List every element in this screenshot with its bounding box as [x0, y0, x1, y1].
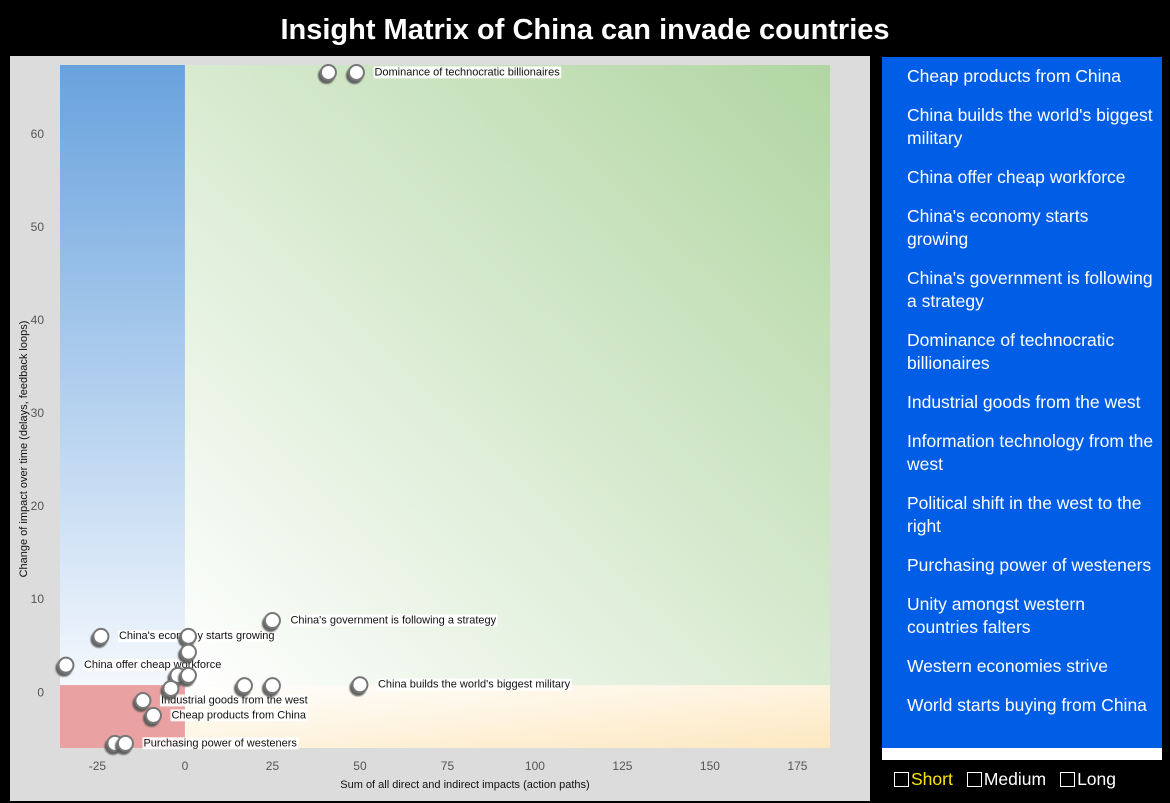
point: [116, 734, 134, 752]
checkbox[interactable]: [894, 772, 909, 787]
chart: Sum of all direct and indirect impacts (…: [10, 56, 870, 801]
x-tick-label: 75: [441, 759, 455, 773]
y-tick-label: 50: [31, 220, 45, 234]
sidebar-item[interactable]: China's government is following a strate…: [907, 268, 1153, 311]
point: [351, 676, 369, 694]
filter-label: Long: [1077, 769, 1117, 789]
x-tick-label: 50: [353, 759, 367, 773]
point-label: Cheap products from China: [171, 709, 306, 721]
point: [57, 656, 75, 674]
y-tick-label: 20: [31, 499, 45, 513]
point: [347, 63, 365, 81]
sidebar-item[interactable]: China builds the world's biggest militar…: [907, 105, 1153, 148]
sidebar-item[interactable]: Industrial goods from the west: [907, 392, 1141, 412]
point-label: China builds the world's biggest militar…: [378, 679, 571, 691]
sidebar-item[interactable]: China offer cheap workforce: [907, 167, 1126, 187]
point-label: China's government is following a strate…: [290, 614, 496, 626]
point: [92, 627, 110, 645]
y-tick-label: 30: [31, 406, 45, 420]
point-label: Industrial goods from the west: [161, 694, 308, 706]
point-label: Dominance of technocratic billionaires: [374, 66, 560, 78]
sidebar-item[interactable]: Information technology from the west: [907, 431, 1154, 474]
x-tick-label: 100: [525, 759, 545, 773]
filter-checkbox[interactable]: Short: [894, 769, 953, 790]
y-axis-title: Change of impact over time (delays, feed…: [18, 321, 30, 578]
sidebar-item[interactable]: Dominance of technocratic billionaires: [907, 330, 1115, 373]
sidebar-item[interactable]: Western economies strive: [907, 656, 1109, 676]
point: [263, 677, 281, 695]
label-bg: [142, 737, 299, 750]
point-label: China offer cheap workforce: [84, 659, 221, 671]
quadrant: [60, 65, 185, 686]
point: [179, 666, 197, 684]
checkbox[interactable]: [1060, 772, 1076, 787]
sidebar: Cheap products from China China builds th…: [882, 57, 1162, 748]
label-bg: [289, 614, 498, 627]
x-tick-label: 150: [700, 759, 720, 773]
checkbox[interactable]: [966, 772, 982, 787]
sidebar-strip: [882, 748, 1162, 760]
quadrant: [184, 65, 830, 686]
sidebar-item[interactable]: China's economy starts growing: [907, 206, 1089, 249]
x-tick-label: 25: [266, 759, 280, 773]
sidebar-item[interactable]: Political shift in the west to the right: [907, 493, 1142, 536]
title: Insight Matrix of China can invade count…: [280, 14, 890, 46]
point: [179, 627, 197, 645]
filter-label: Short: [911, 769, 953, 789]
filter-checkbox[interactable]: Long: [1060, 769, 1116, 790]
point-label: Purchasing power of westeners: [143, 737, 297, 749]
sidebar-item[interactable]: World starts buying from China: [907, 695, 1147, 715]
filter-checkbox[interactable]: Medium: [966, 769, 1047, 790]
point: [263, 612, 281, 630]
x-tick-label: 175: [787, 759, 807, 773]
y-tick-label: 10: [31, 592, 45, 606]
x-tick-label: -25: [89, 759, 107, 773]
filter-label: Medium: [983, 769, 1047, 789]
label-bg: [170, 709, 308, 722]
point: [179, 643, 197, 661]
point: [319, 63, 337, 81]
sidebar-item[interactable]: Purchasing power of westeners: [907, 555, 1152, 575]
label-bg: [373, 66, 562, 79]
point: [162, 679, 180, 697]
sidebar-item[interactable]: Unity amongst western countries falters: [907, 594, 1085, 637]
x-tick-label: 0: [182, 759, 189, 773]
point: [144, 706, 162, 724]
x-axis-title: Sum of all direct and indirect impacts (…: [340, 779, 589, 791]
y-tick-label: 0: [37, 685, 44, 699]
point: [235, 677, 253, 695]
filters: Short Medium Long: [894, 769, 1116, 790]
label-bg: [159, 694, 309, 707]
x-tick-label: 125: [612, 759, 632, 773]
sidebar-item[interactable]: Cheap products from China: [907, 66, 1121, 86]
point: [134, 692, 152, 710]
y-tick-label: 40: [31, 313, 45, 327]
label-bg: [376, 678, 572, 691]
y-tick-label: 60: [31, 127, 45, 141]
